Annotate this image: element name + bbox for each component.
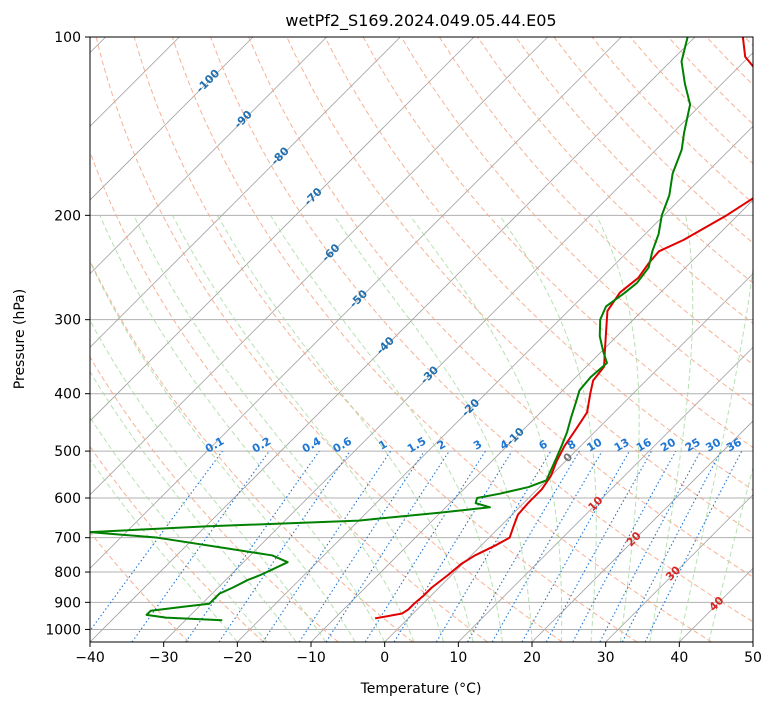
y-tick-label: 800 [54, 565, 81, 581]
y-tick-label: 700 [54, 531, 81, 547]
x-tick-label: −10 [296, 650, 326, 666]
y-tick-label: 100 [54, 30, 81, 46]
x-tick-label: 30 [597, 650, 615, 666]
x-tick-label: 10 [449, 650, 467, 666]
x-tick-label: 0 [380, 650, 389, 666]
x-tick-label: 40 [670, 650, 688, 666]
y-axis-label: Pressure (hPa) [12, 289, 28, 389]
chart-title: wetPf2_S169.2024.049.05.44.E05 [285, 11, 556, 31]
y-tick-label: 900 [54, 595, 81, 611]
x-tick-label: −40 [75, 650, 105, 666]
y-tick-label: 300 [54, 313, 81, 329]
y-tick-label: 400 [54, 387, 81, 403]
x-tick-label: −20 [223, 650, 253, 666]
x-tick-label: −30 [149, 650, 179, 666]
y-tick-label: 1000 [45, 622, 81, 638]
x-tick-label: 50 [744, 650, 762, 666]
y-tick-label: 600 [54, 491, 81, 507]
y-tick-label: 500 [54, 444, 81, 460]
x-tick-label: 20 [523, 650, 541, 666]
x-axis-label: Temperature (°C) [360, 681, 482, 697]
y-tick-label: 200 [54, 208, 81, 224]
